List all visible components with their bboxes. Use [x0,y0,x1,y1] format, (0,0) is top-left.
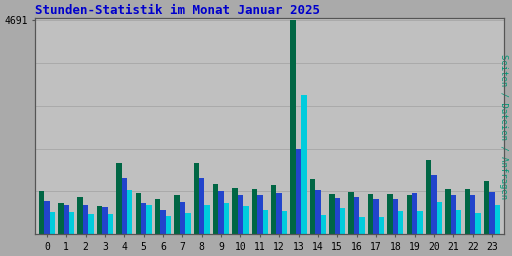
Bar [301,95,307,234]
Bar [97,206,102,234]
Bar [489,192,495,234]
Bar [290,20,296,234]
Text: Stunden-Statistik im Monat Januar 2025: Stunden-Statistik im Monat Januar 2025 [35,4,321,17]
Bar [116,163,122,234]
Bar [213,184,219,234]
Bar [63,205,69,234]
Bar [141,203,146,234]
Bar [83,205,89,234]
Bar [89,214,94,234]
Bar [180,202,185,234]
Bar [495,205,500,234]
Bar [412,193,417,234]
Bar [445,189,451,234]
Bar [174,195,180,234]
Bar [243,206,249,234]
Bar [437,202,442,234]
Bar [108,214,113,234]
Bar [77,197,83,234]
Bar [276,193,282,234]
Bar [393,199,398,234]
Bar [232,188,238,234]
Bar [102,207,108,234]
Bar [160,210,166,234]
Bar [340,208,346,234]
Bar [58,203,63,234]
Bar [368,194,373,234]
Bar [238,196,243,234]
Bar [122,178,127,234]
Bar [136,193,141,234]
Bar [310,179,315,234]
Bar [263,210,268,234]
Bar [199,178,204,234]
Bar [349,192,354,234]
Bar [257,195,263,234]
Bar [271,185,276,234]
Bar [451,195,456,234]
Bar [431,175,437,234]
Bar [194,163,199,234]
Bar [359,217,365,234]
Bar [456,210,461,234]
Bar [224,203,229,234]
Bar [50,212,55,234]
Bar [44,201,50,234]
Bar [407,195,412,234]
Bar [464,189,470,234]
Bar [379,217,384,234]
Y-axis label: Seiten / Dateien / Anfragen: Seiten / Dateien / Anfragen [499,54,508,199]
Bar [426,161,431,234]
Bar [417,211,423,234]
Bar [282,211,287,234]
Bar [69,212,74,234]
Bar [127,190,133,234]
Bar [252,189,257,234]
Bar [219,191,224,234]
Bar [470,196,476,234]
Bar [354,197,359,234]
Bar [204,205,210,234]
Bar [315,190,321,234]
Bar [484,181,489,234]
Bar [166,216,171,234]
Bar [321,215,326,234]
Bar [387,194,393,234]
Bar [334,198,340,234]
Bar [329,194,334,234]
Bar [185,213,190,234]
Bar [39,191,44,234]
Bar [146,205,152,234]
Bar [476,213,481,234]
Bar [296,149,301,234]
Bar [155,199,160,234]
Bar [373,199,379,234]
Bar [398,211,403,234]
